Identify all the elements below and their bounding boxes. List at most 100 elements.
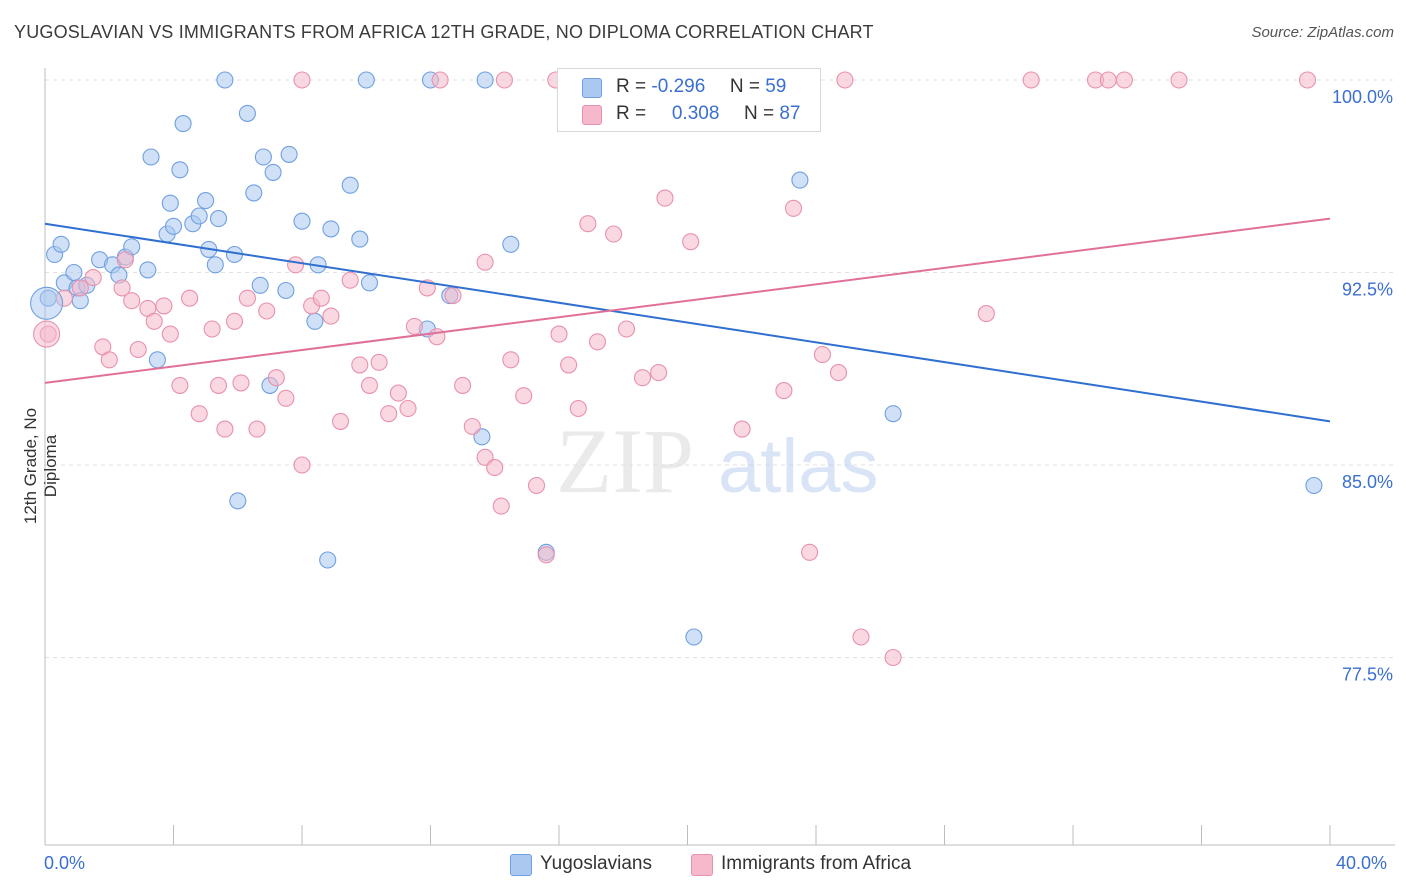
point-immigrants-africa [588,333,607,351]
point-immigrants-africa [527,476,546,495]
point-immigrants-africa [650,364,668,382]
x-tick-label-min: 0.0% [44,853,86,873]
point-immigrants-africa [813,346,831,364]
point-yugoslavians [171,161,189,179]
point-yugoslavians [142,148,160,166]
point-immigrants-africa [33,320,61,348]
point-immigrants-africa [801,543,819,561]
point-immigrants-africa [492,497,510,515]
point-yugoslavians [206,256,224,274]
point-immigrants-africa [341,271,359,289]
point-immigrants-africa [129,340,147,359]
point-yugoslavians [245,184,263,202]
point-yugoslavians [164,217,183,235]
point-immigrants-africa [113,279,131,297]
series-legend-label: Yugoslavians [540,853,652,874]
point-immigrants-africa [258,302,276,320]
point-yugoslavians [52,235,70,253]
point-immigrants-africa [656,189,674,207]
point-immigrants-africa [209,376,228,394]
point-immigrants-africa [784,199,803,217]
legend-r-value: -0.296 [651,76,706,97]
point-yugoslavians [216,71,234,89]
point-immigrants-africa [232,374,250,392]
point-immigrants-africa [155,297,173,315]
point-immigrants-africa [123,292,141,310]
y-tick-label: 85.0% [1342,472,1393,492]
point-immigrants-africa [116,251,134,269]
point-immigrants-africa [216,420,234,438]
x-tick-label-max: 40.0% [1336,853,1388,873]
point-yugoslavians [251,276,269,294]
point-immigrants-africa [1115,71,1133,89]
point-immigrants-africa [1099,71,1117,89]
series-swatch-blue [510,854,532,876]
watermark-zip: ZIP [556,410,694,512]
point-immigrants-africa [454,376,472,394]
point-yugoslavians [148,351,166,369]
point-yugoslavians [685,628,703,646]
point-yugoslavians [351,230,369,248]
gridlines [45,79,1395,658]
point-immigrants-africa [84,269,102,287]
point-yugoslavians [254,148,272,166]
chart-title: YUGOSLAVIAN VS IMMIGRANTS FROM AFRICA 12… [14,22,874,42]
point-immigrants-africa [360,376,379,394]
point-immigrants-africa [71,279,89,297]
point-immigrants-africa [190,405,208,423]
point-immigrants-africa [537,546,555,564]
point-immigrants-africa [852,628,870,646]
point-immigrants-africa [267,369,285,387]
point-immigrants-africa [569,399,587,418]
legend-n-value: 87 [779,103,801,124]
point-yugoslavians [264,163,282,181]
series-legend-label: Immigrants from Africa [721,853,912,874]
point-yugoslavians [322,220,340,238]
point-yugoslavians [197,192,215,210]
point-immigrants-africa [515,387,533,405]
point-immigrants-africa [293,71,311,89]
point-immigrants-africa [171,376,189,394]
y-tick-label: 100.0% [1332,87,1393,107]
point-immigrants-africa [161,325,179,343]
point-yugoslavians [139,261,157,279]
point-yugoslavians [174,115,192,133]
y-tick-label: 77.5% [1342,665,1393,685]
legend-r-value: 0.308 [671,103,720,124]
point-yugoslavians [319,551,337,569]
point-immigrants-africa [293,456,311,474]
point-yugoslavians [277,281,295,300]
point-yugoslavians [280,145,298,163]
point-yugoslavians [229,492,247,510]
point-yugoslavians [357,71,375,89]
point-yugoslavians [306,312,324,330]
point-immigrants-africa [560,356,578,374]
point-immigrants-africa [145,312,163,330]
point-immigrants-africa [682,233,700,251]
point-yugoslavians [1305,476,1323,495]
point-immigrants-africa [733,420,751,438]
point-immigrants-africa [380,405,398,423]
legend-n-value: 59 [765,76,787,97]
point-immigrants-africa [502,351,520,369]
trend-lines [44,217,1331,423]
y-tick-labels: 100.0% 92.5% 85.0% 77.5% [1332,87,1393,685]
point-immigrants-africa [203,320,221,338]
legend-r-label: R = [616,103,647,124]
point-immigrants-africa [312,289,330,307]
trend-line-yugoslavians [44,222,1331,423]
point-yugoslavians [360,274,379,292]
point-immigrants-africa [1170,71,1188,89]
point-yugoslavians [341,176,359,194]
point-immigrants-africa [181,289,199,307]
series-swatch-pink [691,854,713,876]
point-immigrants-africa [579,215,597,233]
point-immigrants-africa [605,225,623,243]
point-immigrants-africa [389,384,407,402]
point-yugoslavians [476,71,494,89]
point-immigrants-africa [463,417,481,436]
point-immigrants-africa [287,256,305,274]
point-immigrants-africa [977,305,995,323]
legend-swatch-pink [582,105,602,125]
